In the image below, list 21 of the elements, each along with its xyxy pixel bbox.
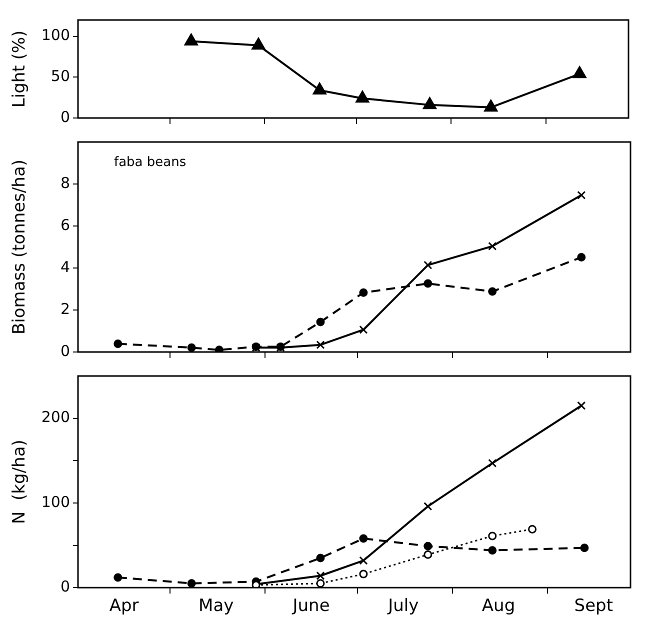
x-tick-label: Apr — [109, 596, 139, 616]
y-tick-label: 0 — [60, 108, 70, 126]
x-tick-label: Aug — [482, 596, 516, 616]
annotation: faba beans — [114, 154, 186, 170]
y-axis-title: N (kg/ha) — [10, 440, 30, 524]
y-tick-label: 50 — [50, 67, 70, 86]
y-tick-label: 0 — [60, 577, 70, 596]
y-tick-label: 8 — [60, 174, 70, 192]
x-tick-label: June — [292, 596, 330, 616]
y-tick-label: 4 — [60, 258, 70, 276]
x-tick-label: July — [387, 596, 419, 616]
y-axis-title: Biomass (tonnes/ha) — [10, 160, 30, 334]
y-tick-label: 0 — [60, 342, 70, 360]
y-tick-label: 2 — [60, 300, 70, 318]
x-tick-label: May — [198, 596, 234, 616]
y-tick-label: 100 — [41, 26, 70, 44]
y-tick-label: 200 — [41, 408, 70, 426]
y-tick-label: 6 — [60, 216, 70, 234]
y-tick-label: 100 — [41, 492, 70, 511]
x-tick-label: Sept — [574, 596, 614, 616]
y-axis-title: Light (%) — [10, 30, 30, 108]
